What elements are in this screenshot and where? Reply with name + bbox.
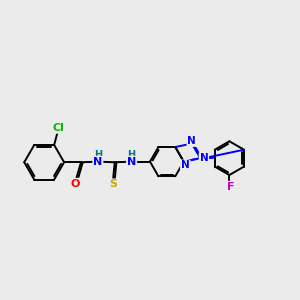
Text: N: N xyxy=(127,157,136,167)
Text: H: H xyxy=(94,150,102,160)
Text: F: F xyxy=(227,182,235,192)
Text: H: H xyxy=(128,150,136,160)
Text: N: N xyxy=(181,160,190,170)
Text: Cl: Cl xyxy=(53,123,65,133)
Text: O: O xyxy=(70,179,80,189)
Text: N: N xyxy=(200,153,208,163)
Text: N: N xyxy=(188,136,196,146)
Text: N: N xyxy=(93,157,103,167)
Text: S: S xyxy=(109,179,117,189)
